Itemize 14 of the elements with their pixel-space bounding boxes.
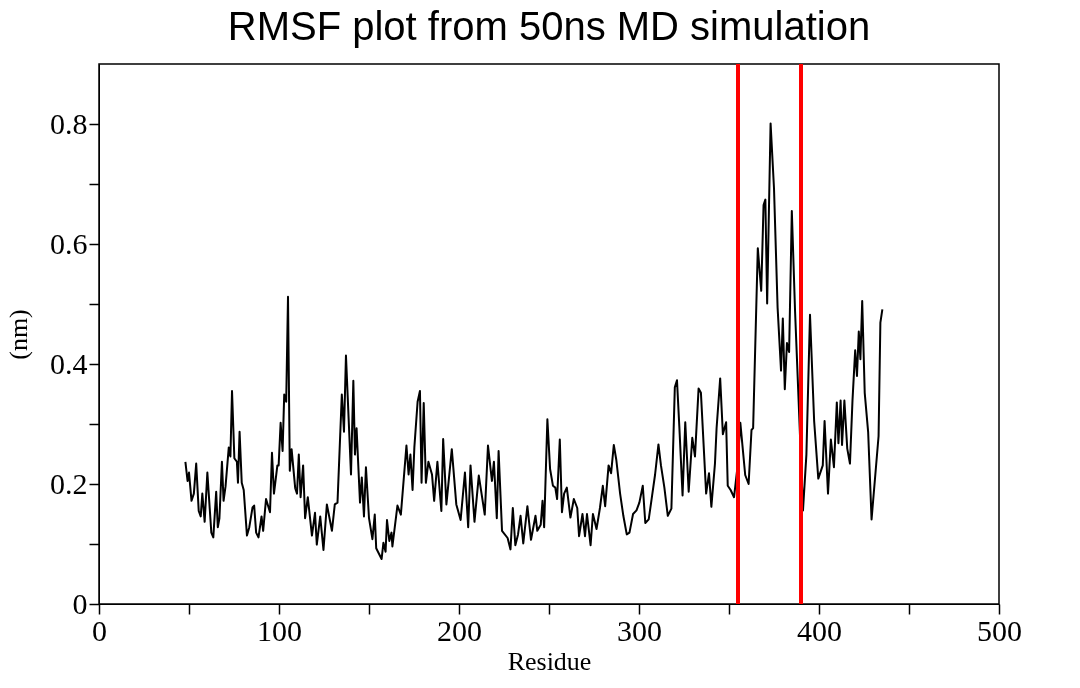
chart-title: RMSF plot from 50ns MD simulation	[227, 4, 871, 48]
y-tick-label: 0.4	[50, 346, 88, 380]
line-series	[184, 122, 884, 560]
y-axis-title: (nm)	[4, 309, 33, 360]
x-tick-label: 500	[977, 613, 1022, 647]
x-tick-label: 400	[797, 613, 842, 647]
y-tick-label: 0	[72, 586, 88, 620]
y-tick-label: 0.6	[50, 226, 88, 260]
y-tick-label: 0.8	[50, 106, 88, 140]
x-axis-title: Residue	[507, 646, 592, 676]
x-tick-label: 100	[257, 613, 302, 647]
y-tick-label: 0.2	[50, 466, 88, 500]
x-tick-label: 200	[437, 613, 482, 647]
x-tick-label: 300	[617, 613, 662, 647]
